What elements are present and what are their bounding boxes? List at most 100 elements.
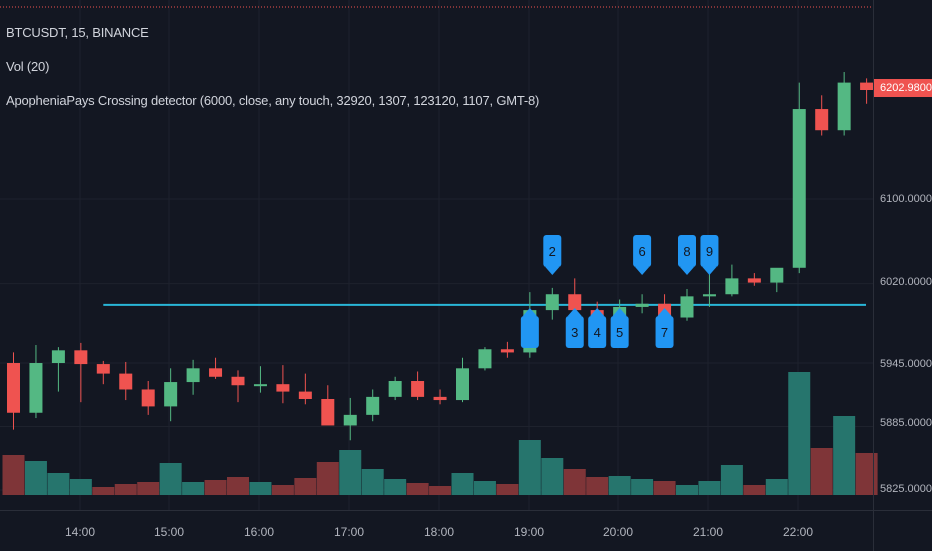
volume-bar	[406, 483, 429, 495]
candle-body	[29, 363, 43, 413]
volume-bar	[698, 481, 721, 495]
indicator-legend[interactable]: ApopheniaPays Crossing detector (6000, c…	[6, 93, 540, 108]
volume-bar	[47, 473, 70, 495]
candle-body	[770, 267, 784, 283]
candle-body	[74, 350, 88, 365]
volume-bar	[788, 372, 811, 495]
volume-bar	[429, 486, 452, 495]
symbol-legend[interactable]: BTCUSDT, 15, BINANCE	[6, 25, 149, 40]
volume-bar	[227, 477, 249, 495]
candle-body	[792, 109, 806, 268]
candle-body	[411, 381, 425, 397]
time-tick: 17:00	[333, 525, 365, 539]
candle-body	[680, 296, 694, 318]
candle-body	[837, 82, 851, 131]
volume-bar	[541, 458, 564, 495]
candle-body	[209, 368, 223, 377]
candle-body	[388, 381, 402, 397]
candle-body	[478, 349, 492, 369]
volume-bar	[676, 485, 698, 495]
volume-bar	[114, 484, 137, 495]
candle-body	[141, 389, 155, 407]
volume-bar	[518, 440, 541, 495]
last-price-label: 6202.98000	[874, 79, 932, 97]
volume-bar	[204, 480, 227, 495]
crossing-marker-arrow	[545, 267, 560, 275]
volume-bar	[137, 482, 160, 495]
volume-bar	[384, 479, 407, 495]
crossing-marker-label: 8	[683, 244, 690, 259]
candle-body	[725, 278, 739, 295]
candle-body	[702, 294, 716, 297]
crossing-marker-label: 7	[661, 325, 668, 340]
price-axis[interactable]: 6100.00000 6020.00000 5945.00000 5885.00…	[873, 0, 932, 510]
candle-body	[253, 384, 267, 387]
volume-bar	[810, 448, 833, 495]
candle-body	[343, 414, 357, 426]
volume-bar	[339, 450, 362, 495]
crossing-marker	[678, 235, 696, 267]
price-tick: 5945.00000	[880, 358, 932, 370]
volume-bar	[608, 476, 631, 495]
crossing-marker-arrow	[590, 308, 605, 316]
volume-bar	[159, 463, 182, 495]
volume-bar	[833, 416, 856, 495]
crossing-marker	[543, 235, 562, 267]
volume-bar	[69, 479, 92, 495]
time-tick: 14:00	[64, 525, 96, 539]
crossing-marker-label: 3	[571, 325, 578, 340]
candle-body	[456, 368, 469, 401]
volume-bar	[496, 484, 519, 495]
candle-body	[860, 82, 874, 91]
crossing-marker	[655, 316, 674, 348]
crossing-marker-arrow	[702, 267, 717, 275]
candle-body	[276, 384, 290, 392]
candle-body	[119, 373, 133, 390]
candle-body	[186, 368, 200, 383]
crossing-marker	[565, 316, 584, 348]
candle-body	[96, 364, 110, 374]
crossing-marker	[520, 316, 539, 348]
volume-bar	[294, 478, 317, 495]
crossing-marker-label: 5	[616, 325, 623, 340]
price-tick: 5825.00000	[880, 483, 932, 495]
volume-bar	[563, 469, 586, 495]
candle-body	[7, 363, 20, 413]
price-tick: 6100.00000	[880, 193, 932, 205]
volume-bar	[473, 481, 496, 495]
time-axis[interactable]: 14:00 15:00 16:00 17:00 18:00 19:00 20:0…	[0, 510, 873, 551]
crossing-marker	[610, 316, 629, 348]
volume-bar	[586, 477, 609, 495]
volume-bar	[451, 473, 474, 495]
volume-bar	[2, 455, 25, 495]
crossing-marker-arrow	[612, 308, 627, 316]
volume-study-legend[interactable]: Vol (20)	[6, 59, 50, 74]
time-tick: 22:00	[782, 525, 814, 539]
volume-bar	[249, 482, 272, 495]
candle-body	[433, 396, 447, 401]
crossing-marker-label: 2	[549, 244, 556, 259]
crossing-marker-arrow	[657, 308, 672, 316]
volume-bar	[631, 479, 654, 495]
candle-body	[231, 376, 245, 386]
axis-corner	[873, 510, 932, 551]
crossing-marker	[588, 316, 607, 348]
time-tick: 21:00	[692, 525, 724, 539]
crossing-marker-label: 4	[594, 325, 601, 340]
volume-bar	[855, 453, 878, 495]
candle-body	[568, 294, 582, 311]
volume-bar	[743, 485, 766, 495]
time-tick: 20:00	[602, 525, 634, 539]
crossing-marker-arrow	[567, 308, 582, 316]
candle-body	[545, 294, 559, 311]
candle-body	[51, 350, 65, 364]
time-tick: 16:00	[243, 525, 275, 539]
candle-body	[321, 398, 335, 426]
crossing-marker	[633, 235, 652, 267]
volume-bar	[92, 487, 115, 495]
crossing-marker-arrow	[680, 267, 694, 275]
crossing-marker-label: 6	[638, 244, 645, 259]
volume-bar	[316, 462, 339, 495]
time-tick: 15:00	[153, 525, 185, 539]
